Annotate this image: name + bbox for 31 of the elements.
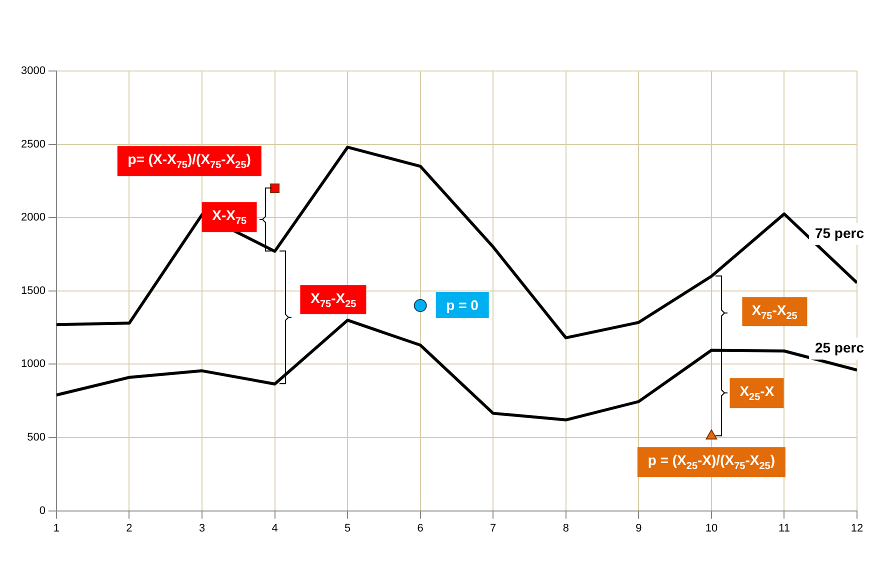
annotation: p = (X$_{25}$-X)/(X$_{75}$-X$_{25}$) — [638, 447, 785, 477]
annotation: X$_{75}$-X$_{25}$ — [300, 284, 366, 315]
y-tick-label: 2000 — [20, 212, 46, 224]
y-tick-label: 1500 — [20, 284, 46, 297]
y-tick-label: 500 — [27, 432, 46, 444]
point — [706, 430, 718, 440]
y-tick-label: 1000 — [20, 358, 46, 370]
x-tick-label: 1 — [53, 522, 60, 534]
y-tick-label: 2500 — [20, 138, 46, 150]
point — [270, 184, 280, 194]
x-tick-label: 2 — [126, 522, 132, 534]
y-tick-label: 0 — [39, 504, 46, 517]
y-tick-label: 3000 — [20, 65, 46, 78]
point — [414, 299, 427, 312]
series-label: 75 perc — [814, 224, 864, 241]
x-tick-label: 9 — [636, 522, 642, 534]
x-tick-label: 7 — [490, 522, 496, 534]
annotation: X$_{75}$-X$_{25}$ — [742, 296, 808, 326]
x-tick-label: 5 — [344, 522, 351, 534]
x-tick-label: 10 — [705, 522, 718, 534]
annotation: p= (X-X$_{75}$)/(X$_{75}$-X$_{25}$) — [118, 146, 261, 176]
x-tick-label: 11 — [778, 522, 790, 534]
x-tick-label: 8 — [562, 522, 569, 534]
x-tick-label: 12 — [850, 522, 864, 534]
x-tick-label: 3 — [198, 522, 206, 534]
annotation: X$_{25}$-X — [730, 378, 784, 408]
annotation: X-X$_{75}$ — [202, 202, 257, 232]
x-tick-label: 4 — [272, 522, 278, 534]
series-label: 25 perc — [814, 339, 864, 356]
x-tick-label: 6 — [417, 522, 424, 534]
annotation: p = 0 — [436, 292, 488, 318]
